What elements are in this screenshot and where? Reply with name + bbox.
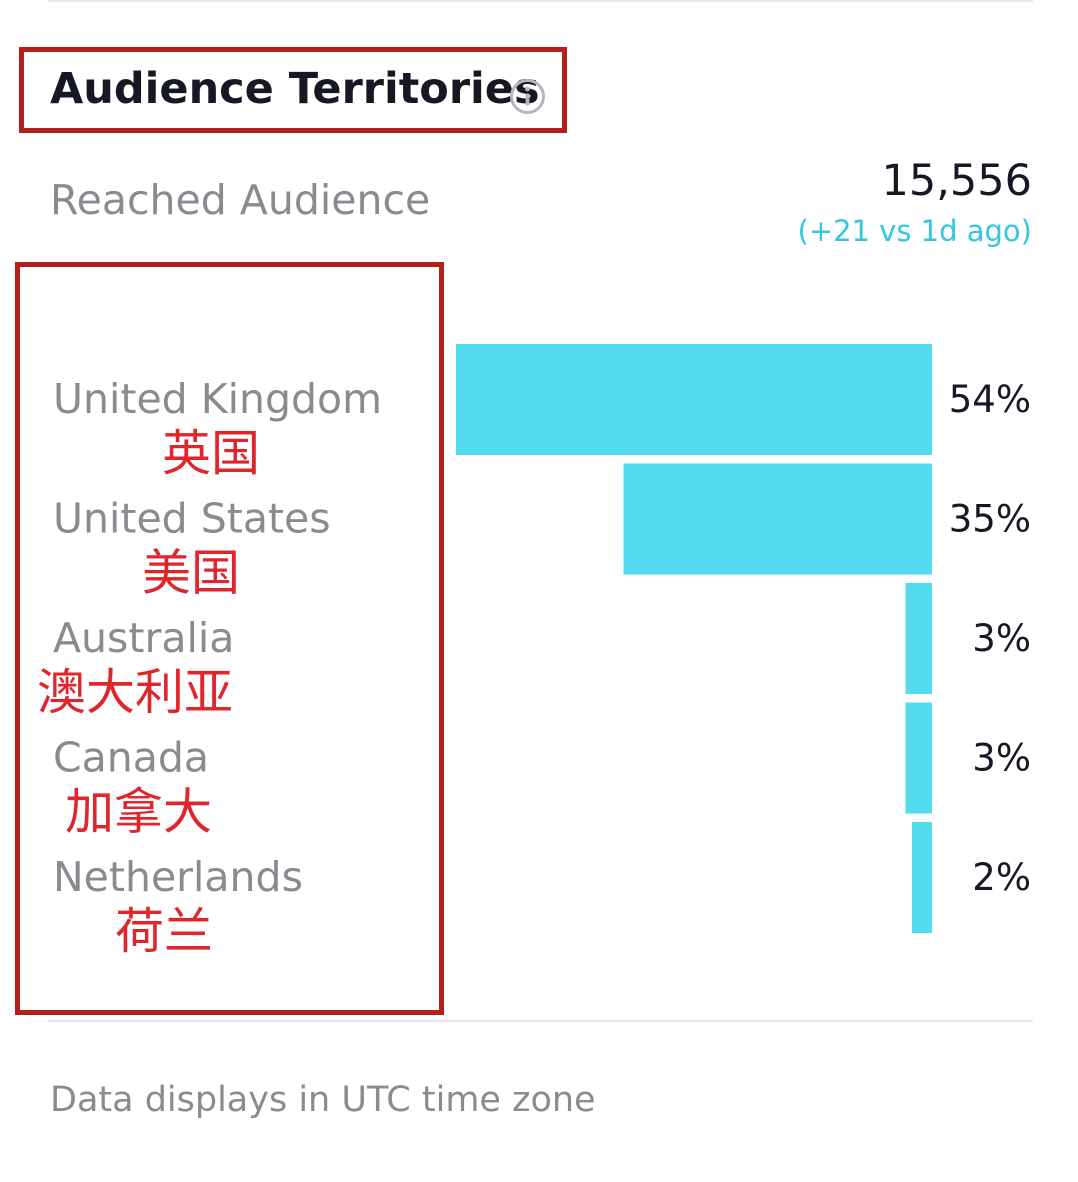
bar-united-kingdom <box>456 344 932 455</box>
percentage-label: 35% <box>949 498 1031 541</box>
country-label: Australia <box>53 614 234 662</box>
percentage-label: 54% <box>949 378 1031 421</box>
country-annotation-cn: 荷兰 <box>115 903 213 960</box>
title-highlight-box <box>19 47 567 133</box>
percentage-label: 3% <box>972 737 1031 780</box>
bottom-divider <box>48 1020 1033 1022</box>
reached-audience-label: Reached Audience <box>50 176 431 224</box>
country-highlight-box <box>15 262 444 1015</box>
bar-netherlands <box>912 822 932 933</box>
country-label: Netherlands <box>53 853 303 901</box>
timezone-note: Data displays in UTC time zone <box>50 1080 596 1120</box>
country-annotation-cn: 美国 <box>142 545 240 602</box>
bar-australia <box>905 583 932 694</box>
country-annotation-cn: 加拿大 <box>65 784 212 841</box>
country-annotation-cn: 英国 <box>162 425 260 482</box>
country-annotation-cn: 澳大利亚 <box>37 664 233 721</box>
section-title: Audience Territories <box>50 64 540 114</box>
country-label: United Kingdom <box>53 375 382 423</box>
info-circle-icon[interactable] <box>509 78 546 115</box>
percentage-label: 2% <box>972 856 1031 899</box>
top-divider <box>48 0 1033 2</box>
reached-audience-total: 15,556 <box>881 156 1032 206</box>
reached-audience-change: (+21 vs 1d ago) <box>797 214 1032 248</box>
bar-united-states <box>623 463 932 575</box>
percentage-label: 3% <box>972 617 1031 660</box>
country-label: United States <box>53 495 331 543</box>
country-label: Canada <box>53 734 209 782</box>
bar-canada <box>905 702 932 814</box>
